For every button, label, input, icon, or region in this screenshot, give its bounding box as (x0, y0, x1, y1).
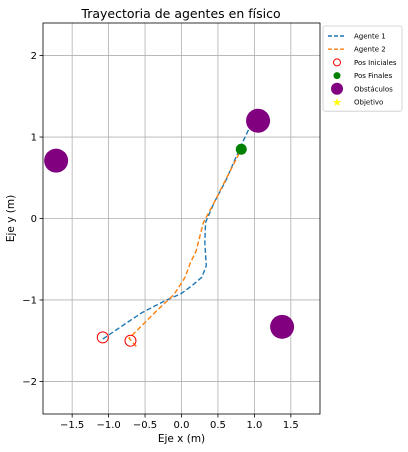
point-obstáculos (246, 108, 271, 133)
legend: Agente 1 Agente 2 Pos Iniciales Pos Finales… (322, 25, 403, 112)
x-tick-label: −1.5 (60, 420, 84, 431)
series-line-agente-2 (128, 148, 242, 347)
x-tick-label: −0.5 (133, 420, 157, 431)
legend-swatch-marker (333, 58, 341, 67)
series-layer (44, 108, 295, 347)
x-tick-label: 0.5 (210, 420, 226, 431)
legend-label: Agente 2 (354, 46, 386, 54)
x-tick-label: −1.0 (96, 420, 120, 431)
legend-swatch-marker (333, 72, 341, 80)
grid (43, 23, 320, 414)
y-tick-label: 1 (31, 133, 37, 144)
series-line-agente-1 (102, 118, 255, 340)
y-tick-label: −1 (22, 295, 37, 306)
legend-label: Pos Finales (354, 72, 393, 80)
point-pos-iniciales (96, 331, 109, 344)
point-obstáculos (44, 148, 69, 173)
legend-label: Pos Iniciales (354, 59, 397, 67)
x-axis-label: Eje x (m) (158, 433, 205, 445)
legend-item: ★ Objetivo (332, 96, 383, 109)
chart-title: Trayectoria de agentes en físico (80, 6, 280, 21)
plot-area: −1.5 −1.0 −0.5 0.0 0.5 1.0 1.5 −2 −1 0 1 2 (22, 22, 321, 431)
y-tick-label: 2 (31, 51, 37, 62)
y-tick-label: 0 (31, 214, 37, 225)
legend-item: Agente 1 (328, 33, 386, 41)
legend-label: Objetivo (354, 99, 383, 107)
legend-item: Pos Iniciales (333, 58, 397, 67)
legend-label: Obstáculos (354, 85, 393, 93)
legend-swatch-marker: ★ (332, 96, 342, 109)
ticks: −1.5 −1.0 −0.5 0.0 0.5 1.0 1.5 −2 −1 0 1 2 (22, 51, 299, 431)
y-axis-label: Eje y (m) (5, 195, 17, 242)
legend-item: Agente 2 (328, 46, 386, 54)
point-pos-iniciales (124, 334, 137, 347)
legend-item: Obstáculos (331, 82, 393, 95)
y-tick-label: −2 (22, 377, 37, 388)
x-tick-label: 1.5 (283, 420, 299, 431)
legend-swatch-marker (331, 82, 343, 95)
legend-label: Agente 1 (354, 33, 386, 41)
x-tick-label: 0.0 (174, 420, 190, 431)
point-obstáculos (270, 314, 295, 339)
point-pos-finales (235, 143, 247, 155)
legend-item: Pos Finales (333, 72, 393, 80)
x-tick-label: 1.0 (246, 420, 262, 431)
